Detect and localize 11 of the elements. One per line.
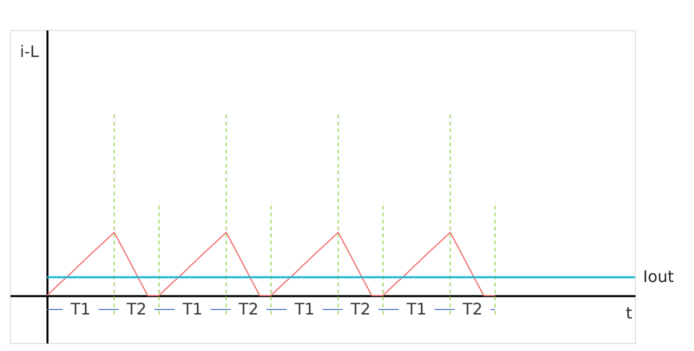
text: t	[626, 304, 632, 323]
ref-line-label: Iout	[643, 267, 674, 286]
text: T1	[182, 299, 203, 318]
text: T2	[126, 299, 147, 318]
text: T1	[294, 299, 315, 318]
text: T1	[70, 299, 91, 318]
text: T1	[406, 299, 427, 318]
text: T2	[462, 299, 483, 318]
text: i-L	[20, 42, 40, 61]
text: T2	[350, 299, 371, 318]
text: T2	[238, 299, 259, 318]
